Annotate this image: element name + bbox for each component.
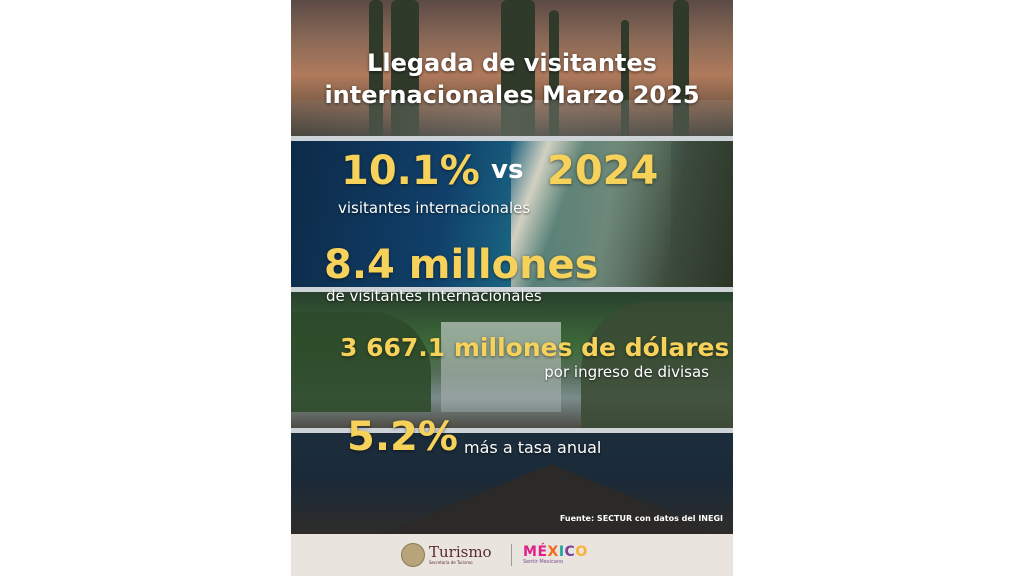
mexico-subtitle: Sentir Mexicano	[523, 558, 564, 565]
mexico-wordmark: MÉXICO	[523, 545, 588, 559]
growth-percent: 10.1%	[341, 148, 480, 194]
waterfall-shape	[441, 322, 561, 412]
cactus-shape	[621, 20, 629, 136]
cliff-shape	[581, 302, 733, 428]
band-separator	[291, 136, 733, 141]
revenue-total: 3 667.1 millones de dólares	[340, 333, 730, 362]
band-separator	[291, 428, 733, 433]
mexico-logo: MÉXICO Sentir Mexicano	[523, 540, 588, 570]
footer-bar: Turismo Secretaría de Turismo MÉXICO Sen…	[291, 534, 733, 576]
poster-title-line2: internacionales Marzo 2025	[324, 81, 700, 109]
cactus-shape	[369, 0, 383, 136]
infographic-poster: Llegada de visitantes internacionales Ma…	[291, 0, 733, 576]
visitors-total: 8.4 millones	[324, 242, 599, 288]
vs-label: vs	[491, 155, 524, 185]
cactus-shape	[673, 0, 689, 136]
mexico-letter: C	[564, 543, 576, 560]
compare-year: 2024	[547, 148, 659, 194]
revenue-caption: por ingreso de divisas	[544, 363, 709, 381]
band-separator	[291, 287, 733, 292]
mexico-letter: I	[558, 543, 565, 560]
waterfall-photo	[291, 292, 733, 428]
logo-divider	[511, 544, 512, 566]
turismo-subtitle: Secretaría de Turismo	[429, 559, 473, 565]
source-note: Fuente: SECTUR con datos del INEGI	[559, 514, 723, 523]
visitors-caption: de visitantes internacionales	[326, 287, 542, 305]
poster-title-line1: Llegada de visitantes	[367, 49, 657, 77]
volcano-shape	[381, 464, 721, 534]
annual-rate: 5.2%	[347, 414, 458, 460]
mexico-letter: M	[523, 543, 538, 560]
annual-rate-caption: más a tasa anual	[464, 438, 602, 457]
turismo-wordmark: Turismo	[429, 542, 492, 561]
mexico-letter: É	[537, 543, 548, 560]
mexico-letter: X	[547, 543, 559, 560]
volcano-photo	[291, 434, 733, 534]
desert-haze	[291, 100, 733, 136]
beach-shape	[511, 141, 671, 287]
cactus-shape	[391, 0, 419, 136]
desert-photo	[291, 0, 733, 136]
cactus-shape	[549, 10, 559, 136]
coat-of-arms-icon	[401, 543, 425, 567]
coast-photo	[291, 141, 733, 287]
cactus-shape	[501, 0, 535, 136]
mexico-letter: O	[575, 543, 588, 560]
cliff-shape	[291, 312, 431, 412]
growth-caption: visitantes internacionales	[338, 199, 531, 217]
turismo-logo: Turismo Secretaría de Turismo	[401, 540, 492, 570]
